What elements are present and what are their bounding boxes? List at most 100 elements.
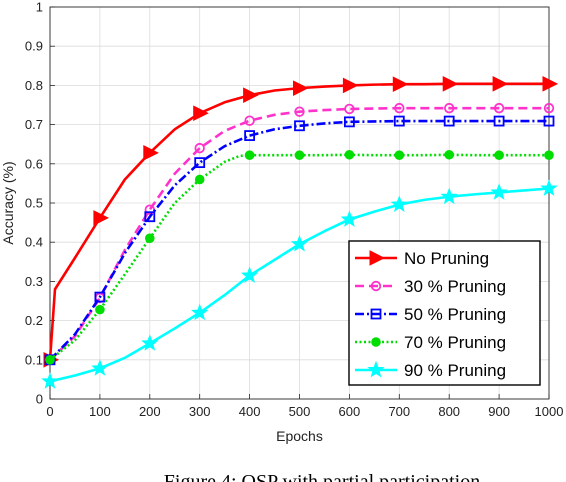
legend-item: 30 % Pruning bbox=[355, 277, 506, 296]
data-point bbox=[343, 116, 355, 128]
series-line bbox=[49, 106, 549, 361]
data-point bbox=[194, 157, 206, 169]
data-point bbox=[191, 303, 209, 321]
legend-marker bbox=[371, 337, 381, 347]
y-tick-label: 0.1 bbox=[25, 352, 43, 367]
data-point bbox=[443, 115, 455, 127]
data-point bbox=[294, 106, 305, 117]
data-point bbox=[392, 76, 409, 93]
data-point bbox=[143, 145, 159, 161]
legend-label: 50 % Pruning bbox=[404, 305, 506, 324]
data-point bbox=[240, 266, 259, 283]
data-point bbox=[344, 149, 355, 160]
data-point bbox=[244, 115, 255, 126]
series-no-pruning bbox=[43, 76, 559, 368]
legend-item: 50 % Pruning bbox=[355, 305, 506, 324]
data-point bbox=[193, 105, 209, 122]
data-point bbox=[293, 80, 309, 96]
data-point bbox=[493, 115, 505, 127]
y-axis-label: Accuracy (%) bbox=[0, 161, 16, 244]
x-tick-label: 500 bbox=[289, 404, 311, 419]
data-point bbox=[93, 210, 110, 226]
data-point bbox=[243, 87, 259, 104]
y-tick-label: 0.6 bbox=[25, 156, 43, 171]
series-70-pruning bbox=[45, 149, 554, 365]
data-point bbox=[394, 102, 405, 114]
legend: No Pruning 30 % Pruning 50 % Pruning 70 % P… bbox=[348, 240, 541, 386]
x-tick-label: 600 bbox=[339, 404, 361, 419]
y-tick-label: 1 bbox=[36, 0, 43, 15]
legend-marker bbox=[369, 250, 386, 266]
y-tick-label: 0.9 bbox=[25, 39, 43, 54]
series-90-pruning bbox=[41, 179, 558, 389]
y-tick-label: 0.3 bbox=[25, 274, 43, 289]
data-point bbox=[440, 187, 458, 205]
x-tick-label: 300 bbox=[189, 404, 211, 419]
legend-item: 70 % Pruning bbox=[355, 333, 506, 352]
data-point bbox=[340, 210, 359, 227]
data-point bbox=[542, 76, 559, 92]
legend-label: 90 % Pruning bbox=[404, 361, 506, 380]
data-point bbox=[543, 115, 555, 127]
data-point bbox=[145, 233, 155, 244]
legend-marker bbox=[367, 360, 385, 378]
series-50-pruning bbox=[44, 115, 555, 366]
data-point bbox=[290, 235, 309, 252]
data-point bbox=[442, 76, 459, 92]
axis-ticks: 0 100 200 300 400 500 600 700 800 900 1000 0 0.1 0.2 0… bbox=[25, 0, 564, 419]
data-point bbox=[393, 115, 405, 127]
series-line bbox=[48, 82, 549, 360]
x-tick-label: 400 bbox=[239, 404, 261, 419]
y-tick-label: 0.5 bbox=[25, 196, 43, 211]
data-point bbox=[444, 102, 455, 114]
legend-marker bbox=[370, 280, 382, 292]
data-point bbox=[95, 304, 105, 315]
data-point bbox=[444, 149, 455, 160]
data-point bbox=[342, 77, 359, 94]
x-tick-label: 700 bbox=[388, 404, 410, 419]
x-tick-label: 900 bbox=[488, 404, 510, 419]
x-tick-label: 1000 bbox=[535, 404, 564, 419]
data-point bbox=[344, 103, 355, 115]
x-tick-label: 0 bbox=[46, 404, 53, 419]
data-point bbox=[543, 102, 555, 114]
data-point bbox=[41, 372, 59, 389]
series-group bbox=[41, 76, 559, 389]
legend-label: 70 % Pruning bbox=[404, 333, 506, 352]
legend-marker bbox=[370, 308, 382, 320]
x-tick-label: 800 bbox=[438, 404, 460, 419]
data-point bbox=[394, 150, 405, 160]
data-point bbox=[494, 150, 504, 160]
data-point bbox=[94, 291, 106, 303]
data-point bbox=[144, 211, 156, 223]
data-point bbox=[244, 150, 255, 160]
legend-item: No Pruning bbox=[355, 249, 489, 268]
data-point bbox=[141, 334, 159, 351]
data-point bbox=[493, 102, 505, 114]
y-tick-label: 0 bbox=[36, 392, 43, 407]
y-tick-label: 0.8 bbox=[25, 78, 43, 93]
data-point bbox=[194, 142, 205, 154]
data-point bbox=[244, 130, 256, 141]
data-point bbox=[490, 183, 508, 200]
series-line bbox=[49, 119, 549, 361]
legend-item: 90 % Pruning bbox=[355, 360, 506, 380]
x-tick-label: 200 bbox=[139, 404, 161, 419]
y-tick-label: 0.4 bbox=[25, 235, 43, 250]
data-point bbox=[390, 195, 408, 212]
data-point bbox=[492, 76, 509, 92]
data-point bbox=[91, 359, 109, 376]
legend-label: No Pruning bbox=[404, 249, 489, 268]
data-point bbox=[194, 174, 205, 185]
legend-label: 30 % Pruning bbox=[404, 277, 506, 296]
data-point bbox=[544, 150, 554, 160]
y-tick-label: 0.2 bbox=[25, 313, 43, 328]
x-axis-label: Epochs bbox=[276, 428, 323, 444]
data-point bbox=[294, 120, 305, 132]
figure-caption: Figure 4: OSP with partial participation bbox=[164, 471, 480, 482]
data-point bbox=[294, 150, 305, 160]
data-point bbox=[540, 179, 558, 196]
x-tick-label: 100 bbox=[89, 404, 111, 419]
data-point bbox=[45, 355, 55, 365]
